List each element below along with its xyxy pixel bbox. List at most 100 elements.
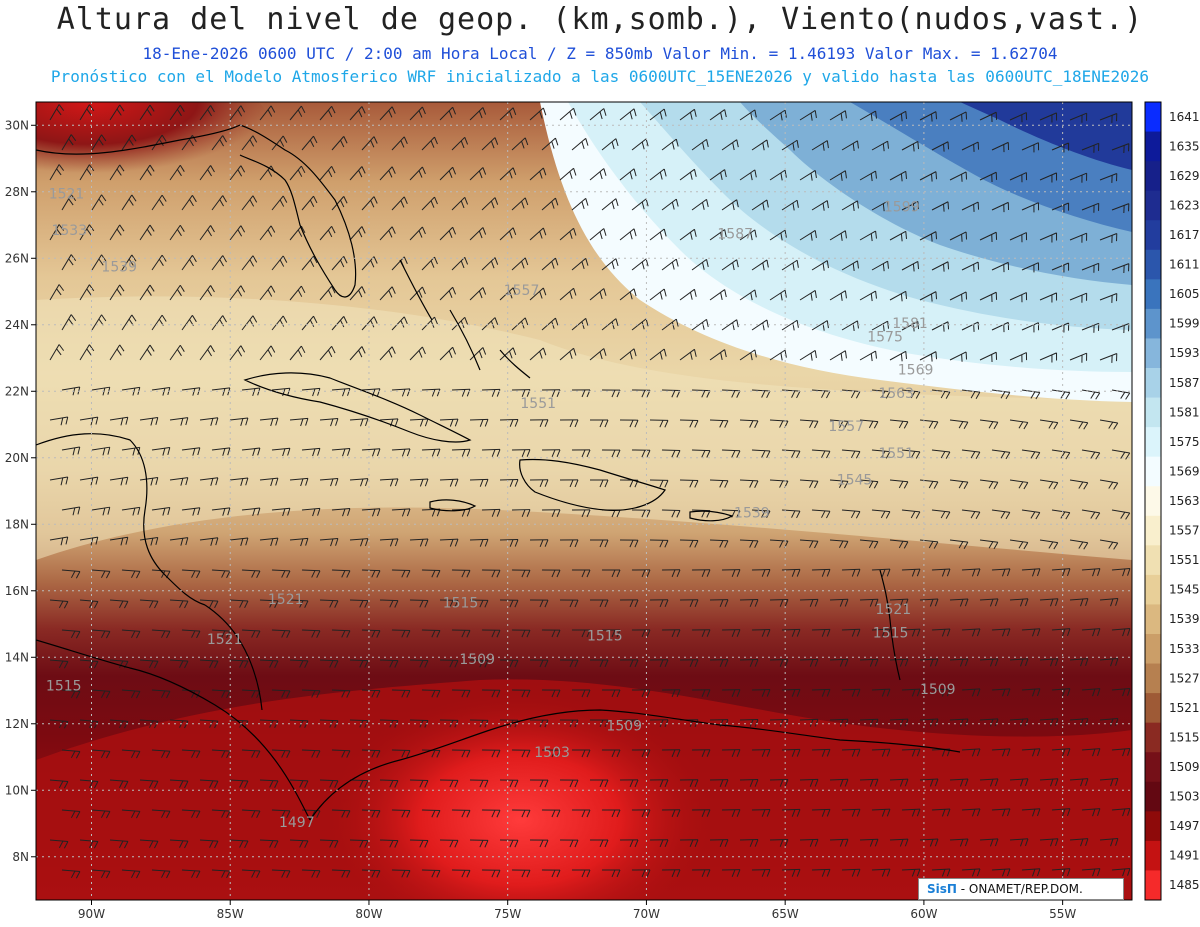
wind-barb (1081, 142, 1100, 153)
wind-barb (499, 839, 519, 848)
cuba-coast (243, 372, 472, 443)
wind-barb (229, 779, 249, 789)
wind-barb (1021, 868, 1041, 877)
wind-barb (919, 778, 939, 787)
wind-barb (301, 629, 321, 638)
wind-barb (79, 224, 95, 241)
wind-barb (391, 316, 408, 331)
lat-tick-label: 26N (5, 251, 29, 265)
wind-barb (151, 134, 167, 151)
wind-barb (901, 201, 920, 212)
wind-barb (739, 479, 759, 488)
wind-barb (469, 538, 489, 547)
wind-barb (589, 599, 609, 608)
wind-barb (1099, 838, 1119, 847)
wind-barb (541, 569, 561, 578)
wind-barb (301, 315, 318, 331)
wind-barb (1051, 628, 1071, 637)
wind-barb (829, 110, 847, 121)
wind-barb (259, 105, 276, 121)
wind-barb (1099, 233, 1118, 243)
wind-barb (421, 136, 438, 151)
wind-barb (241, 629, 261, 639)
wind-barb (241, 255, 258, 271)
colorbar-swatch (1145, 634, 1161, 665)
wind-barb (391, 629, 411, 638)
wind-barb (121, 506, 141, 516)
wind-barb (619, 108, 637, 121)
wind-barb (1081, 509, 1101, 520)
wind-barb (859, 658, 879, 667)
map-title: Altura del nivel de geop. (km,somb.), Vi… (56, 2, 1144, 37)
colorbar-swatch (1145, 663, 1161, 694)
valid-time-line: 18-Ene-2026 0600 UTC / 2:00 am Hora Loca… (142, 44, 1058, 63)
lon-tick-label: 75W (494, 907, 521, 921)
wind-barb (721, 259, 739, 271)
wind-barb (799, 290, 817, 301)
colorbar-label: 1581 (1169, 405, 1200, 419)
high-core (960, 102, 1132, 170)
wind-barb (841, 748, 861, 757)
wind-barb (649, 479, 669, 488)
wind-barb (679, 839, 699, 848)
gulf-coast (36, 124, 241, 155)
wind-barb (1009, 479, 1029, 490)
lat-tick-label: 18N (5, 517, 29, 531)
wind-barb (391, 569, 411, 578)
wind-barb (979, 231, 998, 243)
wind-barb (769, 658, 789, 667)
wind-barb (709, 479, 729, 488)
wind-barb (691, 689, 711, 698)
wind-barb (1081, 868, 1101, 877)
wind-barb (631, 629, 651, 638)
colorbar-swatch (1145, 604, 1161, 635)
wind-barb (241, 447, 261, 457)
wind-barb (1039, 539, 1059, 550)
wind-barb (949, 419, 969, 429)
wind-barb (181, 809, 201, 819)
wind-barb (1051, 142, 1070, 153)
wind-barb (679, 479, 699, 488)
south-america-coast (309, 709, 961, 821)
wind-barb (559, 659, 579, 668)
wind-barb (541, 137, 559, 151)
contour-label: 1551 (520, 396, 556, 412)
wind-barb (259, 477, 279, 487)
wind-barb (829, 778, 849, 787)
wind-barb (439, 418, 459, 427)
wind-barb (961, 688, 981, 697)
wind-barb (1039, 419, 1059, 430)
colorbar-swatch (1145, 397, 1161, 428)
wind-barb (91, 689, 111, 699)
wind-barb (601, 138, 619, 151)
wind-barb (421, 316, 438, 331)
wind-barb (181, 447, 201, 456)
wind-barb (979, 838, 999, 847)
wind-barb (511, 137, 529, 151)
wind-barb (301, 387, 321, 397)
wind-barb (649, 839, 669, 848)
wind-barb (229, 105, 246, 121)
wind-barb (481, 197, 499, 211)
wind-barb (1051, 322, 1070, 333)
wind-barb (1099, 658, 1119, 667)
wind-barb (769, 109, 787, 121)
wind-barb (451, 256, 469, 271)
lon-tick-label: 55W (1049, 907, 1076, 921)
wind-barb (571, 509, 591, 518)
wind-barb (631, 198, 649, 211)
wind-barb (271, 809, 291, 818)
wind-barb (379, 538, 399, 547)
wind-barb (931, 509, 951, 519)
wind-barb (961, 868, 981, 877)
wind-barb (529, 839, 549, 848)
contour-label: 1575 (867, 329, 903, 345)
wind-barb (469, 167, 487, 181)
wind-barb (649, 779, 669, 788)
wind-barb (571, 689, 591, 698)
wind-barb (931, 868, 951, 877)
wind-barb (661, 198, 679, 211)
wind-barb (469, 839, 489, 848)
wind-barb (829, 290, 847, 301)
wind-barb (991, 321, 1010, 333)
